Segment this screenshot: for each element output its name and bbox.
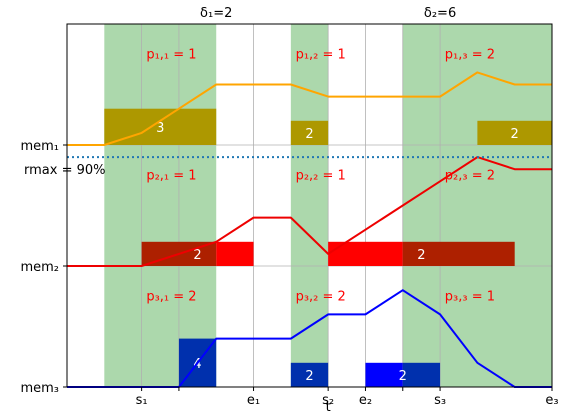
task-block-4-b bbox=[402, 241, 515, 266]
window-bands bbox=[104, 24, 552, 387]
annotations: δ₁=2δ₂=6δ₃=4p₁,₁ = 1p₁,₂ = 1p₁,₃ = 2p₂,₁… bbox=[146, 6, 495, 304]
priority-label-7: p₃,₂ = 2 bbox=[296, 289, 346, 304]
task-block-7-a bbox=[365, 362, 403, 387]
task-block-label-2: 2 bbox=[511, 127, 519, 142]
x-tick-label-7: e₃ bbox=[545, 393, 558, 408]
x-tick-label-6: s₃ bbox=[434, 393, 446, 408]
delta-label-2: δ₂=6 bbox=[424, 6, 456, 21]
y-tick-label-2: mem₃ bbox=[20, 381, 59, 396]
axes: s₁ e₁ s₂ e₂ s₃ e₃ t mem₁ mem₂ mem₃ bbox=[20, 23, 559, 412]
priority-label-4: p₂,₂ = 1 bbox=[296, 168, 346, 183]
task-block-label-6: 2 bbox=[305, 369, 313, 384]
x-tick-label-4: e₂ bbox=[359, 393, 372, 408]
memory-line-2 bbox=[67, 156, 552, 267]
x-axis-label: t bbox=[326, 400, 331, 412]
task-block-4-a bbox=[328, 241, 403, 266]
x-tick-label-0: s₁ bbox=[136, 393, 148, 408]
x-tick-label-2: e₁ bbox=[247, 393, 260, 408]
task-block-label-1: 2 bbox=[305, 127, 313, 142]
task-block-2 bbox=[477, 120, 552, 145]
task-block-label-7: 2 bbox=[399, 369, 407, 384]
rmax-threshold: rmax = 90% bbox=[24, 156, 552, 178]
task-block-6 bbox=[290, 362, 329, 387]
task-block-7-b bbox=[402, 362, 441, 387]
priority-label-2: p₁,₃ = 2 bbox=[445, 47, 495, 62]
task-block-label-3: 2 bbox=[193, 248, 201, 263]
priority-label-8: p₃,₃ = 1 bbox=[445, 289, 495, 304]
delta-label-1: δ₁=2 bbox=[200, 6, 232, 21]
task-block-3-b bbox=[216, 241, 254, 266]
task-block-label-4: 2 bbox=[417, 248, 425, 263]
rmax-label: rmax = 90% bbox=[24, 163, 106, 178]
priority-label-1: p₁,₂ = 1 bbox=[296, 47, 346, 62]
window-band-1 bbox=[290, 24, 329, 387]
priority-label-5: p₂,₃ = 2 bbox=[445, 168, 495, 183]
plot-frame bbox=[66, 23, 553, 388]
x-tick-label-3: s₂ bbox=[322, 393, 334, 408]
window-band-2 bbox=[402, 24, 552, 387]
task-block-1 bbox=[290, 120, 329, 145]
y-tick-label-0: mem₁ bbox=[20, 139, 59, 154]
y-tick-label-1: mem₂ bbox=[20, 260, 59, 275]
priority-label-0: p₁,₁ = 1 bbox=[146, 47, 196, 62]
task-block-label-0: 3 bbox=[156, 121, 164, 136]
priority-label-6: p₃,₁ = 2 bbox=[146, 289, 196, 304]
memory-line-1 bbox=[67, 71, 552, 146]
priority-label-3: p₂,₁ = 1 bbox=[146, 168, 196, 183]
window-band-0 bbox=[104, 24, 217, 387]
